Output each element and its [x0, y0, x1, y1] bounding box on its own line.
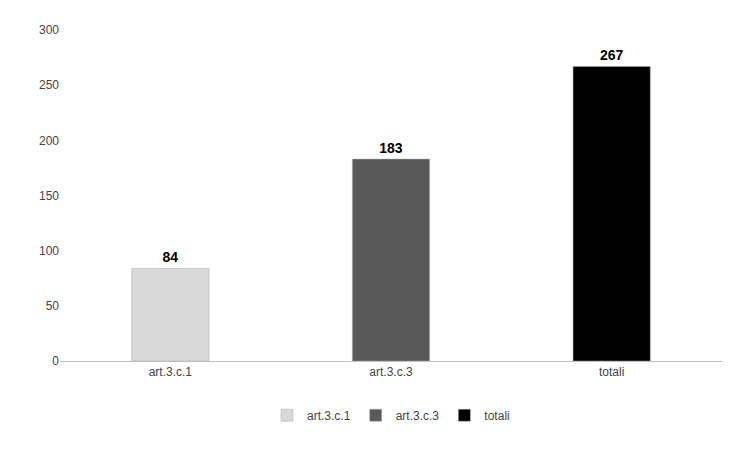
svg-text:art.3.c.1: art.3.c.1 [307, 409, 351, 423]
svg-text:183: 183 [379, 140, 403, 156]
svg-text:art.3.c.1: art.3.c.1 [149, 365, 193, 379]
svg-text:250: 250 [39, 78, 59, 92]
svg-text:200: 200 [39, 134, 59, 148]
svg-text:50: 50 [46, 299, 60, 313]
svg-text:300: 300 [39, 23, 59, 37]
svg-text:100: 100 [39, 244, 59, 258]
svg-text:art.3.c.3: art.3.c.3 [396, 409, 440, 423]
svg-text:0: 0 [52, 354, 59, 368]
svg-text:totali: totali [599, 365, 624, 379]
svg-text:150: 150 [39, 189, 59, 203]
svg-text:84: 84 [162, 249, 178, 265]
svg-text:267: 267 [600, 47, 624, 63]
svg-text:totali: totali [484, 409, 509, 423]
svg-text:art.3.c.3: art.3.c.3 [369, 365, 413, 379]
